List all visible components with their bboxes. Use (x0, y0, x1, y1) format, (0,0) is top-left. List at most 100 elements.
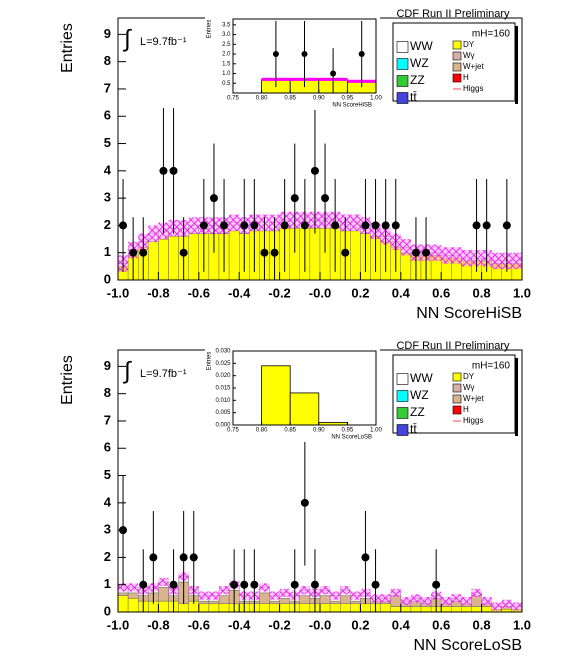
uncertainty-band (400, 239, 411, 256)
data-point (139, 248, 148, 257)
x-tick-label: -1.0 (107, 285, 129, 300)
histogram-bar (481, 606, 492, 613)
legend-shadow (515, 358, 518, 436)
uncertainty-band (320, 586, 331, 595)
legend-label: Wγ (463, 383, 475, 392)
histogram-bar (380, 603, 391, 613)
data-point (149, 553, 158, 562)
legend-box (392, 22, 516, 102)
data-point (250, 221, 259, 230)
data-point (310, 580, 319, 589)
x-tick-label: 0.8 (473, 617, 491, 632)
uncertainty-band (431, 244, 442, 261)
legend-swatch (452, 62, 462, 72)
y-tick-label: 9 (104, 358, 111, 373)
y-tick-label: 4 (104, 494, 112, 509)
data-point (371, 221, 380, 230)
uncertainty-band (198, 591, 209, 600)
x-tick-label: -0.8 (147, 285, 169, 300)
legend-swatch (396, 373, 409, 385)
uncertainty-band (299, 586, 310, 595)
histogram-bar (360, 603, 371, 613)
data-point (301, 51, 308, 58)
histogram-bar (471, 595, 482, 607)
uncertainty-band (471, 588, 482, 597)
legend-swatch (452, 383, 462, 393)
x-tick-label: -0.4 (228, 617, 251, 632)
uncertainty-band (441, 247, 452, 264)
x-tick-label: 0.4 (392, 285, 411, 300)
histogram-bar (400, 606, 412, 613)
data-point (169, 166, 178, 175)
legend-label: H (463, 405, 469, 414)
panel: -1.0 -0.8 -0.6 -0.4 -0.2 -0.0 0.2 0.4 0.6 0.8 1.00… (59, 340, 531, 654)
y-tick-label: 2.0 (222, 52, 231, 58)
y-tick-label: 0.020 (215, 373, 231, 379)
histogram-bar (127, 598, 139, 613)
data-point (220, 221, 229, 230)
data-point (300, 221, 309, 230)
uncertainty-band (188, 217, 199, 234)
legend-label: Higgs (463, 84, 483, 93)
histogram-bar (400, 252, 412, 281)
data-point (290, 580, 299, 589)
mass-label: mH=160 (472, 361, 511, 372)
legend-swatch (452, 73, 462, 83)
legend-swatch (396, 58, 409, 70)
y-tick-label: 4 (104, 162, 112, 177)
y-tick-label: 1 (104, 576, 111, 591)
legend-swatch (396, 92, 409, 104)
histogram-bar (259, 592, 270, 605)
y-tick-label: 0 (104, 603, 111, 618)
x-tick-label: 0.4 (392, 617, 411, 632)
x-tick-label: 0.75 (227, 96, 239, 102)
uncertainty-band (461, 596, 472, 606)
data-point (119, 526, 128, 535)
x-tick-label: 0.2 (351, 617, 369, 632)
data-point (270, 248, 279, 257)
histogram-bar (350, 603, 361, 613)
histogram-bar (198, 603, 210, 613)
uncertainty-band (158, 577, 169, 587)
y-tick-label: 5 (104, 467, 111, 482)
legend-label: WZ (410, 388, 429, 402)
data-point (272, 51, 279, 58)
histogram-bar (390, 595, 402, 607)
y-tick-label: 6 (104, 440, 111, 455)
integral-sign: ∫ (122, 357, 132, 384)
chart-title: CDF Run II Preliminary (396, 8, 510, 20)
y-tick-label: 2 (104, 549, 111, 564)
histogram-bar (461, 606, 472, 613)
chart-title: CDF Run II Preliminary (396, 340, 510, 352)
legend-swatch (452, 51, 462, 61)
data-point (331, 221, 340, 230)
uncertainty-band (229, 214, 240, 231)
uncertainty-band (380, 594, 391, 603)
uncertainty-band (219, 586, 230, 595)
inset-bar (261, 365, 291, 426)
x-tick-label: 0.75 (227, 428, 239, 434)
uncertainty-band (400, 596, 411, 606)
x-tick-label: -0.2 (268, 285, 290, 300)
legend-swatch (396, 41, 409, 53)
histogram-bar (420, 606, 432, 613)
data-point (361, 553, 370, 562)
uncertainty-band (451, 594, 462, 603)
luminosity: L=9.7fb⁻¹ (140, 36, 187, 48)
data-point (300, 498, 309, 507)
uncertainty-band (461, 249, 472, 267)
legend-swatch (452, 372, 462, 382)
histogram-bar (340, 595, 351, 605)
x-tick-label: -0.4 (228, 285, 251, 300)
data-point (159, 166, 168, 175)
histogram-bar (259, 603, 270, 613)
histogram-bar (148, 241, 159, 281)
inset-y-label: Entries (207, 352, 213, 371)
legend-label: WW (410, 39, 433, 53)
histogram-bar (279, 603, 290, 613)
legend-label: ZZ (410, 73, 425, 87)
data-point (422, 248, 431, 257)
legend-label: DY (463, 372, 475, 381)
x-tick-label: 0.80 (256, 428, 268, 434)
